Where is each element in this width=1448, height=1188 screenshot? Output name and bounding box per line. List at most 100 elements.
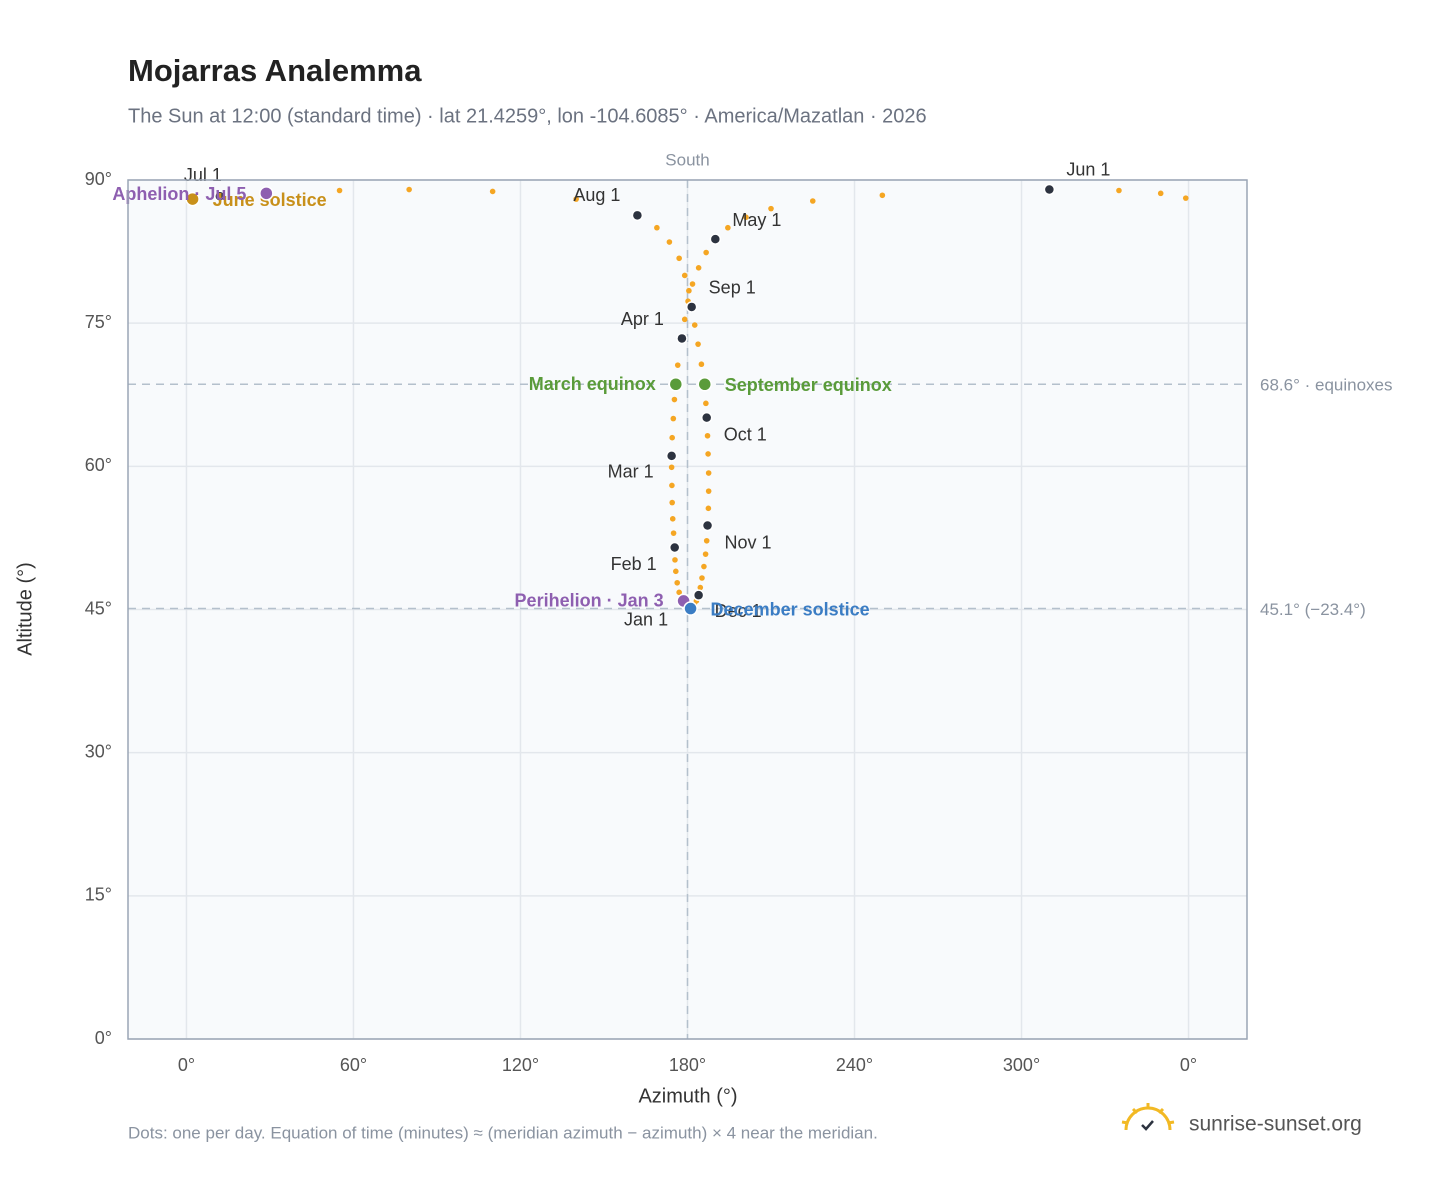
daily-dot bbox=[666, 239, 673, 245]
event-label: Perihelion · Jan 3 bbox=[515, 591, 664, 611]
y-tick-label: 45° bbox=[85, 598, 112, 618]
y-axis-label: Altitude (°) bbox=[14, 562, 36, 656]
chart-subtitle: The Sun at 12:00 (standard time) · lat 2… bbox=[128, 105, 927, 127]
month-label: Jun 1 bbox=[1066, 159, 1110, 179]
daily-dot bbox=[676, 255, 682, 262]
footnote: Dots: one per day. Equation of time (min… bbox=[128, 1123, 878, 1142]
x-tick-label: 180° bbox=[669, 1055, 706, 1075]
plot-border bbox=[127, 179, 1248, 1040]
daily-dot bbox=[674, 579, 681, 586]
month-label: Mar 1 bbox=[608, 462, 654, 482]
daily-dot bbox=[686, 287, 692, 294]
daily-dot bbox=[1182, 195, 1189, 201]
y-tick-label: 30° bbox=[85, 741, 112, 761]
daily-dot bbox=[670, 415, 677, 422]
daily-dot bbox=[698, 361, 705, 368]
month-label: Jul 1 bbox=[184, 165, 222, 185]
daily-dot bbox=[704, 432, 711, 439]
y-tick-label: 15° bbox=[85, 885, 112, 905]
month-label: Sep 1 bbox=[709, 278, 756, 298]
daily-dot bbox=[695, 265, 702, 271]
x-axis-label: Azimuth (°) bbox=[638, 1085, 737, 1107]
month-marker bbox=[668, 541, 681, 554]
daily-dot bbox=[699, 575, 705, 581]
month-label: Jan 1 bbox=[624, 609, 668, 629]
month-marker bbox=[631, 209, 644, 222]
daily-dot bbox=[681, 316, 688, 323]
daily-dot bbox=[703, 400, 709, 407]
month-marker bbox=[692, 589, 705, 601]
month-label: Nov 1 bbox=[725, 532, 772, 552]
y-tick-label: 75° bbox=[85, 312, 112, 332]
month-label: Aug 1 bbox=[573, 185, 620, 205]
plot-layer: Jan 1 Feb 1 Mar 1 Apr 1 May 1 Jun 1 Jul 1 Aug 1… bbox=[112, 159, 1247, 1040]
x-tick-label: 240° bbox=[836, 1055, 873, 1075]
x-tick-label: 60° bbox=[340, 1055, 367, 1075]
daily-dot bbox=[703, 249, 709, 256]
month-marker bbox=[665, 450, 678, 462]
event-marker bbox=[185, 191, 200, 207]
reference-label: 68.6° · equinoxes bbox=[1260, 376, 1393, 395]
event-marker bbox=[683, 601, 698, 616]
daily-dot bbox=[489, 188, 496, 195]
daily-dot bbox=[705, 505, 712, 512]
x-tick-label: 0° bbox=[1180, 1055, 1197, 1075]
reference-label: 45.1° (−23.4°) bbox=[1260, 600, 1366, 619]
event-marker bbox=[259, 186, 274, 201]
daily-dot bbox=[669, 434, 675, 441]
daily-dot bbox=[695, 341, 701, 347]
daily-dot bbox=[672, 557, 678, 563]
month-label: May 1 bbox=[732, 210, 781, 230]
month-marker bbox=[709, 233, 722, 245]
daily-dot bbox=[669, 516, 676, 522]
daily-dot bbox=[768, 205, 774, 212]
daily-dot bbox=[697, 584, 704, 591]
month-label: Feb 1 bbox=[611, 554, 657, 574]
month-label: Dec 1 bbox=[715, 601, 762, 621]
month-marker bbox=[685, 301, 698, 313]
month-label: Oct 1 bbox=[724, 424, 767, 444]
daily-dot bbox=[1116, 187, 1122, 194]
daily-dot bbox=[701, 563, 707, 570]
daily-dot bbox=[1157, 190, 1164, 197]
event-marker bbox=[697, 377, 713, 392]
daily-dot bbox=[669, 499, 675, 506]
daily-dot bbox=[705, 488, 712, 494]
daily-dot bbox=[702, 551, 709, 557]
event-label: December solstice bbox=[711, 599, 870, 619]
daily-dot bbox=[705, 451, 711, 457]
daily-dot bbox=[743, 214, 749, 221]
brand: sunrise-sunset.org bbox=[1189, 1113, 1362, 1136]
brand-logo bbox=[1121, 1103, 1175, 1131]
meridian-label: South bbox=[665, 150, 709, 169]
daily-dot bbox=[673, 568, 679, 575]
daily-dot bbox=[681, 272, 688, 279]
month-marker bbox=[676, 332, 688, 345]
y-tick-label: 0° bbox=[95, 1028, 112, 1048]
month-label: Apr 1 bbox=[621, 309, 664, 329]
x-tick-label: 300° bbox=[1003, 1055, 1040, 1075]
daily-dot bbox=[336, 187, 343, 194]
daily-dot bbox=[573, 196, 579, 202]
event-label: September equinox bbox=[725, 375, 892, 395]
daily-dot bbox=[668, 464, 675, 471]
y-tick-label: 60° bbox=[85, 455, 112, 475]
event-label: March equinox bbox=[529, 374, 656, 394]
daily-dot bbox=[689, 281, 696, 287]
daily-dot bbox=[674, 362, 681, 368]
daily-dot bbox=[671, 396, 678, 403]
daily-dot bbox=[809, 198, 816, 204]
daily-dot bbox=[676, 589, 682, 596]
daily-dot bbox=[879, 192, 886, 199]
daily-dot bbox=[691, 322, 698, 328]
chart-title: Mojarras Analemma bbox=[128, 53, 422, 88]
x-tick-label: 0° bbox=[178, 1055, 195, 1075]
month-marker bbox=[701, 519, 714, 532]
event-marker bbox=[668, 377, 684, 392]
event-label: Aphelion · Jul 5 bbox=[112, 184, 246, 204]
daily-dot bbox=[725, 224, 731, 231]
daily-dot bbox=[670, 530, 677, 536]
daily-dot bbox=[654, 224, 660, 231]
month-marker bbox=[700, 411, 713, 424]
